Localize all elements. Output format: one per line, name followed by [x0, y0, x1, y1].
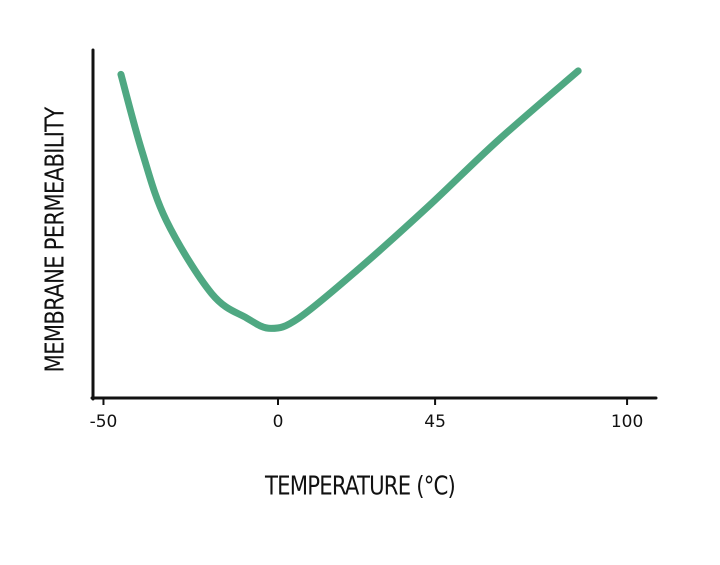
x-axis-title: TEMPERATURE (°C): [264, 472, 455, 502]
x-tick-label: 0: [273, 412, 284, 432]
y-axis-title: MEMBRANE PERMEABILITY: [41, 107, 71, 373]
x-tick-label: -50: [90, 412, 118, 432]
data-line: [117, 67, 582, 332]
x-tick-label: 45: [424, 412, 446, 432]
x-tick-label: 100: [611, 412, 643, 432]
